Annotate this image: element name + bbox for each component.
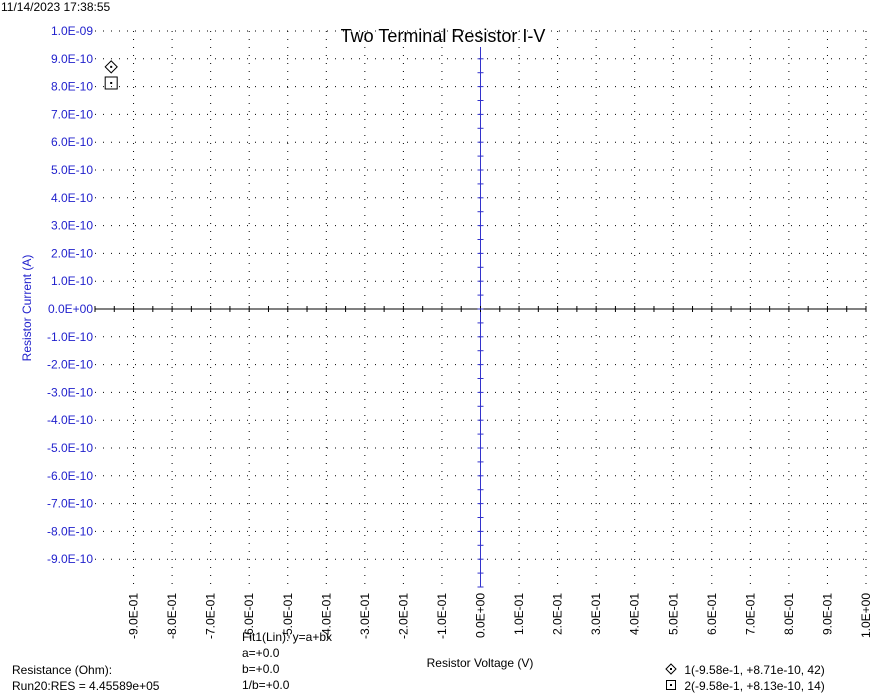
x-tick-label: 4.0E-01 bbox=[628, 593, 642, 635]
chart-title: Two Terminal Resistor I-V bbox=[341, 26, 546, 46]
x-tick-label: -6.0E-01 bbox=[242, 593, 256, 639]
timestamp: 11/14/2023 17:38:55 bbox=[1, 0, 111, 14]
x-tick-label: -9.0E-01 bbox=[127, 593, 141, 639]
x-tick-label: -7.0E-01 bbox=[204, 593, 218, 639]
x-tick-label: -5.0E-01 bbox=[281, 593, 295, 639]
x-tick-label: 6.0E-01 bbox=[705, 593, 719, 635]
y-tick-label: 6.0E-10 bbox=[51, 135, 93, 149]
x-tick-label: 8.0E-01 bbox=[782, 593, 796, 635]
y-tick-label: 9.0E-10 bbox=[51, 52, 93, 66]
y-tick-label: 5.0E-10 bbox=[51, 163, 93, 177]
diamond-icon bbox=[665, 663, 677, 675]
fit-a: a=+0.0 bbox=[242, 646, 280, 660]
marker-diamond bbox=[104, 60, 118, 74]
x-tick-label: 0.0E+00 bbox=[474, 593, 488, 638]
y-tick-label: -6.0E-10 bbox=[47, 469, 93, 483]
y-tick-label: -9.0E-10 bbox=[47, 552, 93, 566]
y-tick-label: -7.0E-10 bbox=[47, 497, 93, 511]
x-tick-label: 2.0E-01 bbox=[551, 593, 565, 635]
y-tick-label: 2.0E-10 bbox=[51, 246, 93, 260]
fit-inv-b: 1/b=+0.0 bbox=[242, 678, 290, 692]
y-tick-label: 7.0E-10 bbox=[51, 107, 93, 121]
x-tick-label: -4.0E-01 bbox=[319, 593, 333, 639]
x-tick-label: -2.0E-01 bbox=[396, 593, 410, 639]
marker-point bbox=[110, 65, 113, 68]
y-tick-labels: 1.0E-09 9.0E-10 8.0E-10 7.0E-10 6.0E-10 5.0E-… bbox=[47, 24, 93, 566]
y-tick-label: -4.0E-10 bbox=[47, 413, 93, 427]
marker-legend-2: 2(-9.58e-1, +8.13e-10, 14) bbox=[665, 679, 825, 693]
marker-point bbox=[110, 81, 113, 84]
x-axis-label: Resistor Voltage (V) bbox=[427, 656, 534, 670]
y-tick-label: 8.0E-10 bbox=[51, 80, 93, 94]
y-tick-label: 0.0E+00 bbox=[48, 302, 93, 316]
fit-b: b=+0.0 bbox=[242, 662, 280, 676]
y-tick-label: -3.0E-10 bbox=[47, 385, 93, 399]
x-tick-label: -3.0E-01 bbox=[358, 593, 372, 639]
x-tick-labels: -9.0E-01 -8.0E-01 -7.0E-01 -6.0E-01 -5.0E-01… bbox=[127, 593, 873, 639]
y-tick-label: -2.0E-10 bbox=[47, 358, 93, 372]
y-axis-label: Resistor Current (A) bbox=[20, 255, 34, 362]
fit-header: Fit1(Lin): y=a+bx bbox=[242, 630, 333, 644]
square-icon bbox=[666, 680, 676, 690]
cursor-markers bbox=[104, 60, 118, 90]
x-tick-label: 7.0E-01 bbox=[743, 593, 757, 635]
x-tick-label: 3.0E-01 bbox=[589, 593, 603, 635]
x-tick-label: 9.0E-01 bbox=[820, 593, 834, 635]
y-tick-label: 1.0E-10 bbox=[51, 274, 93, 288]
y-tick-label: 4.0E-10 bbox=[51, 191, 93, 205]
y-tick-label: -8.0E-10 bbox=[47, 524, 93, 538]
x-tick-label: 1.0E+00 bbox=[859, 593, 873, 638]
axes bbox=[94, 47, 867, 588]
x-tick-label: -8.0E-01 bbox=[165, 593, 179, 639]
x-tick-label: 5.0E-01 bbox=[666, 593, 680, 635]
resistance-value: Run20:RES = 4.45589e+05 bbox=[12, 679, 160, 693]
marker-square bbox=[104, 76, 118, 90]
x-tick-label: -1.0E-01 bbox=[435, 593, 449, 639]
marker-legend-2-label: 2(-9.58e-1, +8.13e-10, 14) bbox=[684, 679, 825, 693]
resistance-label: Resistance (Ohm): bbox=[12, 663, 113, 677]
y-tick-label: 1.0E-09 bbox=[51, 24, 93, 38]
x-tick-label: 1.0E-01 bbox=[512, 593, 526, 635]
y-tick-label: -1.0E-10 bbox=[47, 330, 93, 344]
marker-legend-1: 1(-9.58e-1, +8.71e-10, 42) bbox=[665, 663, 825, 677]
y-tick-label: 3.0E-10 bbox=[51, 219, 93, 233]
marker-legend-1-label: 1(-9.58e-1, +8.71e-10, 42) bbox=[684, 663, 825, 677]
y-tick-label: -5.0E-10 bbox=[47, 441, 93, 455]
